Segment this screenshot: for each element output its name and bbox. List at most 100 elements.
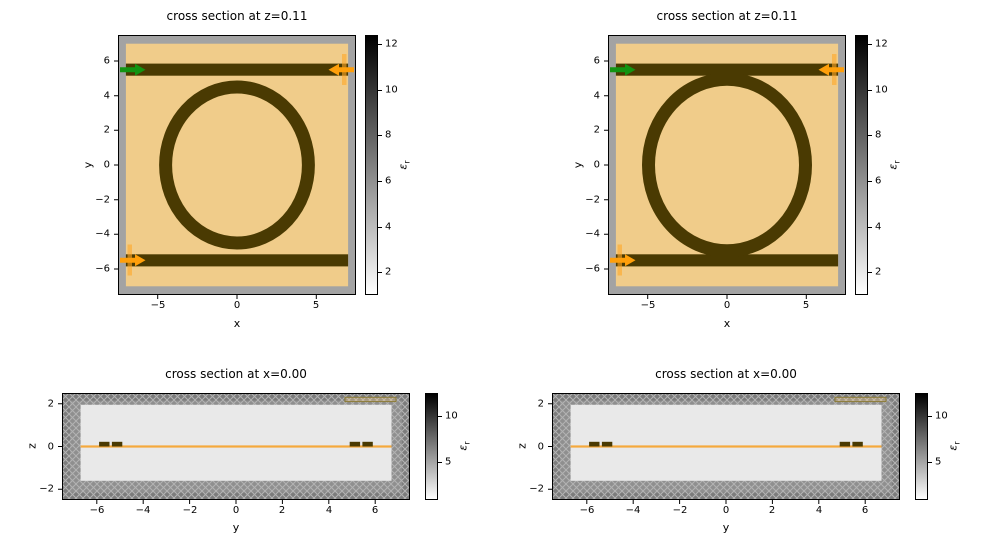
- x-axis-label: x: [723, 317, 731, 330]
- colorbar-tick: [438, 462, 442, 463]
- monitor-arrow-left-icon: [120, 254, 146, 267]
- waveguide-top: [125, 63, 349, 76]
- colorbar-tick-label: 8: [875, 129, 882, 141]
- colorbar-tick: [378, 272, 382, 273]
- colorbar-tick: [378, 44, 382, 45]
- y-tick-label: 0: [593, 159, 600, 171]
- colorbar-label: εr: [946, 441, 961, 450]
- y-tick-label: −6: [585, 263, 600, 275]
- y-tick-label: −2: [529, 483, 544, 495]
- inner-cladding: [80, 404, 392, 481]
- axes-frame: [552, 393, 900, 500]
- ring-resonator: [642, 72, 812, 258]
- x-axis-label: x: [233, 317, 241, 330]
- waveguide-cross-section: [601, 441, 613, 447]
- colorbar: [855, 35, 868, 295]
- y-tick-label: −2: [95, 194, 110, 206]
- x-tick-label: 0: [232, 505, 240, 516]
- colorbar-tick-label: 4: [385, 221, 392, 233]
- x-tick-label: −4: [135, 505, 151, 516]
- waveguide-cross-section: [99, 441, 110, 447]
- monitor-arrow-right-icon: [818, 63, 844, 76]
- colorbar-tick-label: 10: [875, 84, 888, 96]
- epsilon-subscript: r: [952, 441, 962, 445]
- epsilon-subscript: r: [892, 160, 902, 164]
- flux-monitor-outline: [834, 396, 887, 403]
- y-tick-label: 0: [537, 441, 544, 453]
- colorbar-tick: [928, 416, 932, 417]
- colorbar-tick-label: 4: [875, 221, 882, 233]
- y-tick-label: 0: [47, 441, 54, 453]
- y-tick-marks: [58, 403, 62, 490]
- y-tick-marks: [548, 403, 552, 490]
- x-tick-label: −6: [89, 505, 105, 516]
- x-tick-label: −4: [625, 505, 641, 516]
- monitor-arrow-right-icon: [328, 63, 354, 76]
- y-axis-label: y: [81, 161, 95, 169]
- y-tick-label: 6: [103, 55, 110, 67]
- waveguide-cross-section: [589, 441, 600, 447]
- x-tick-label: −6: [579, 505, 595, 516]
- epsilon-symbol: ε: [396, 163, 410, 170]
- y-tick-label: 2: [47, 398, 54, 410]
- colorbar-tick-label: 8: [385, 129, 392, 141]
- x-tick-label: 4: [325, 505, 333, 516]
- x-tick-label: 5: [802, 300, 810, 311]
- waveguide-cross-section: [349, 441, 361, 447]
- y-tick-label: −4: [585, 228, 600, 240]
- y-axis-label: z: [515, 443, 529, 449]
- colorbar-tick: [438, 416, 442, 417]
- colorbar-tick-label: 6: [385, 175, 392, 187]
- y-tick-label: −6: [95, 263, 110, 275]
- colorbar-tick-label: 5: [445, 456, 452, 468]
- y-tick-marks: [114, 60, 118, 270]
- waveguide-cross-section: [362, 441, 373, 447]
- axes-frame: [608, 35, 846, 295]
- x-axis-label: y: [232, 521, 240, 534]
- x-tick-label: −2: [182, 505, 198, 516]
- source-arrow-icon: [610, 63, 636, 76]
- colorbar: [365, 35, 378, 295]
- colorbar-tick-label: 12: [875, 38, 888, 50]
- plot-title: cross section at z=0.11: [656, 9, 798, 23]
- y-tick-label: −2: [39, 483, 54, 495]
- colorbar-tick: [378, 181, 382, 182]
- y-tick-label: 2: [537, 398, 544, 410]
- axes-frame: [62, 393, 410, 500]
- y-tick-label: 0: [103, 159, 110, 171]
- waveguide-bottom: [125, 254, 349, 267]
- colorbar-tick-label: 10: [385, 84, 398, 96]
- epsilon-subscript: r: [462, 441, 472, 445]
- x-tick-label: 5: [312, 300, 320, 311]
- waveguide-top: [615, 63, 839, 76]
- x-tick-label: 0: [233, 300, 241, 311]
- x-tick-label: 2: [278, 505, 286, 516]
- y-tick-label: 6: [593, 55, 600, 67]
- monitor-arrow-left-icon: [610, 254, 636, 267]
- x-tick-label: −2: [672, 505, 688, 516]
- y-tick-label: −2: [585, 194, 600, 206]
- x-tick-label: 6: [861, 505, 869, 516]
- y-axis-label: z: [25, 443, 39, 449]
- colorbar-tick: [868, 135, 872, 136]
- x-axis-label: y: [722, 521, 730, 534]
- colorbar-tick: [868, 227, 872, 228]
- colorbar-tick: [928, 462, 932, 463]
- waveguide-cross-section: [111, 441, 123, 447]
- colorbar-label: εr: [456, 441, 471, 450]
- colorbar-tick: [378, 90, 382, 91]
- x-tick-label: 2: [768, 505, 776, 516]
- waveguide-cross-section: [839, 441, 851, 447]
- colorbar-tick-label: 6: [875, 175, 882, 187]
- axes-frame: [118, 35, 356, 295]
- substrate-interface-line: [570, 445, 882, 448]
- waveguide-cross-section: [852, 441, 863, 447]
- plot-title: cross section at z=0.11: [166, 9, 308, 23]
- ring-resonator: [159, 80, 315, 250]
- colorbar-tick: [868, 272, 872, 273]
- plot-title: cross section at x=0.00: [165, 367, 307, 381]
- epsilon-subscript: r: [402, 160, 412, 164]
- colorbar-label: εr: [886, 160, 901, 169]
- colorbar-tick-label: 5: [935, 456, 942, 468]
